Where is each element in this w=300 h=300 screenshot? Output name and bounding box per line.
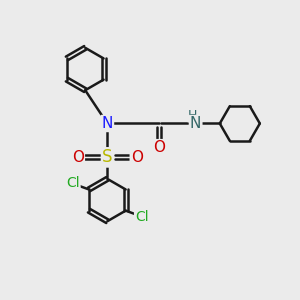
- Text: H: H: [188, 109, 197, 122]
- Text: O: O: [131, 150, 143, 165]
- Text: N: N: [190, 116, 201, 131]
- Text: N: N: [102, 116, 113, 131]
- Text: S: S: [102, 148, 112, 166]
- Text: O: O: [72, 150, 84, 165]
- Text: Cl: Cl: [135, 210, 149, 224]
- Text: Cl: Cl: [66, 176, 80, 190]
- Text: O: O: [153, 140, 165, 155]
